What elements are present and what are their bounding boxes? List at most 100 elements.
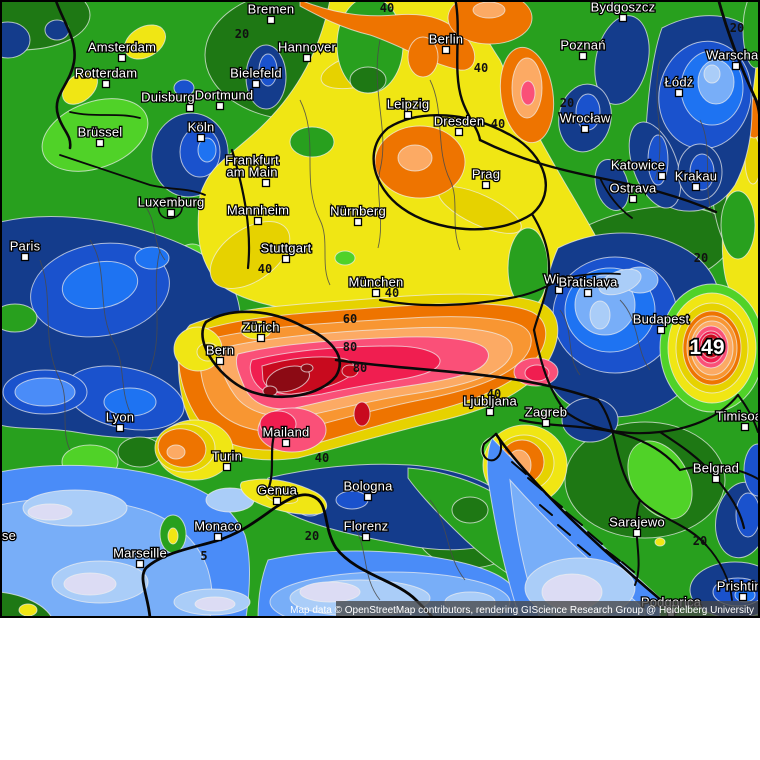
contour-label: 5 [200, 549, 207, 563]
city-zagreb: Zagreb [524, 403, 568, 428]
map-attribution: Map data © OpenStreetMap contributors, r… [290, 601, 760, 618]
edge-city-label: se [2, 528, 16, 543]
city-marseille: Marseille [112, 544, 168, 569]
contour-label: 20 [305, 529, 319, 543]
legend-panel: Akkumulierte Niederschlagsmenge (mm) Von… [0, 618, 760, 760]
city-marker-square [256, 333, 266, 343]
city-marker-square [117, 53, 127, 63]
city-label: Mailand [263, 425, 310, 440]
city-marker-square [583, 288, 593, 298]
city-turin: Turin [211, 447, 243, 472]
city-bielefeld: Bielefeld [229, 64, 283, 89]
city-marker-square [253, 216, 263, 226]
city-marker-square [95, 138, 105, 148]
contour-label: 20 [730, 21, 744, 35]
city-label: Rotterdam [75, 66, 138, 81]
city-label: Monaco [194, 519, 241, 534]
city-label: Paris [10, 239, 41, 254]
city-katowice: Katowice [610, 156, 667, 181]
city-label: Prishtina [717, 579, 760, 594]
city-label: am Main [226, 165, 277, 180]
city-marker-square [554, 285, 564, 295]
city-belgrad: Belgrad [692, 459, 740, 484]
city-label: Brüssel [78, 125, 123, 140]
city-marker-square [541, 418, 551, 428]
contour-label: 60 [343, 312, 357, 326]
city-marker-square [657, 171, 667, 181]
contour-label: 40 [487, 387, 501, 401]
city-marker-square [261, 178, 271, 188]
city-label: Amsterdam [88, 40, 156, 55]
city-marker-square [481, 180, 491, 190]
contour-label: 80 [343, 340, 357, 354]
contour-label: 20 [560, 96, 574, 110]
city-marker-square [215, 101, 225, 111]
map-frame [0, 0, 760, 618]
city-pozna-: Poznań [559, 36, 607, 61]
city-k-ln: Köln [186, 118, 216, 143]
city-br-ssel: Brüssel [76, 123, 123, 148]
contour-label: 40 [491, 117, 505, 131]
city-label: Warschau [706, 48, 760, 63]
city-rotterdam: Rotterdam [73, 64, 138, 89]
city-label: Berlin [429, 32, 463, 47]
attribution-text: Map data © OpenStreetMap contributors, r… [290, 605, 754, 616]
city-marker-square [353, 217, 363, 227]
city-florenz: Florenz [342, 517, 389, 542]
city-label: Zürich [242, 320, 279, 335]
city-marker-square [441, 45, 451, 55]
city-markers: Amsterdam Rotterdam Brüssel Duisburg Dortmun… [1, 0, 760, 618]
city-marker-square [674, 88, 684, 98]
city-bydgoszcz: Bydgoszcz [589, 0, 656, 23]
city-label: Wrocław [559, 111, 610, 126]
city-hannover: Hannover [277, 38, 338, 63]
city-label: Bologna [343, 479, 393, 494]
city-timisoara: Timisoara [715, 407, 760, 432]
city-label: Ostrava [610, 181, 657, 196]
city-stuttgart: Stuttgart [259, 239, 313, 264]
admin-borders [39, 39, 716, 601]
city-label: Timisoara [716, 409, 760, 424]
city-warschau: Warschau [705, 46, 760, 71]
city-bern: Bern [205, 341, 235, 366]
city-sarajewo: Sarajewo [608, 513, 666, 538]
city-mannheim: Mannheim [226, 201, 290, 226]
city-label: Sarajewo [609, 515, 665, 530]
city-label: Luxemburg [138, 195, 205, 210]
city-marker-square [302, 53, 312, 63]
city-marker-square [101, 79, 111, 89]
city-marker-square [580, 124, 590, 134]
city-bologna: Bologna [342, 477, 394, 502]
max-precip-value: 149 [689, 336, 724, 359]
city-marker-square [222, 462, 232, 472]
city-marker-square [115, 423, 125, 433]
city-label: München [349, 275, 404, 290]
precipitation-map[interactable]: 20 40 20 40 40 20 40 40 60 80 80 40 20 5 40 20 20 Amster… [0, 0, 760, 618]
contour-label: 20 [693, 534, 707, 548]
map-canvas[interactable]: 20 40 20 40 40 20 40 40 60 80 80 40 20 5 40 20 20 Amster… [0, 0, 760, 618]
city-lyon: Lyon [104, 408, 135, 433]
city-marker-square [213, 532, 223, 542]
city-mailand: Mailand [261, 423, 311, 448]
city-duisburg: Duisburg [140, 88, 196, 113]
contour-label: 20 [694, 251, 708, 265]
contour-label: 40 [474, 61, 488, 75]
city-monaco: Monaco [193, 517, 243, 542]
adriatic-islands [511, 461, 635, 573]
city-label: Nürnberg [330, 204, 386, 219]
city-label: Hannover [278, 40, 336, 55]
city-label: Zagreb [525, 405, 567, 420]
city-marker-square [196, 133, 206, 143]
city-label: Dortmund [195, 88, 254, 103]
city-n-rnberg: Nürnberg [329, 202, 387, 227]
city-marker-square [738, 592, 748, 602]
city-m-nchen: München [347, 273, 405, 298]
city-marker-square [632, 528, 642, 538]
city-dresden: Dresden [432, 112, 485, 137]
city-luxemburg: Luxemburg [136, 193, 206, 218]
city-label: Krakau [675, 169, 717, 184]
city-marker-square [185, 103, 195, 113]
city--d-: Łódź [663, 73, 695, 98]
city-marker-square [371, 288, 381, 298]
